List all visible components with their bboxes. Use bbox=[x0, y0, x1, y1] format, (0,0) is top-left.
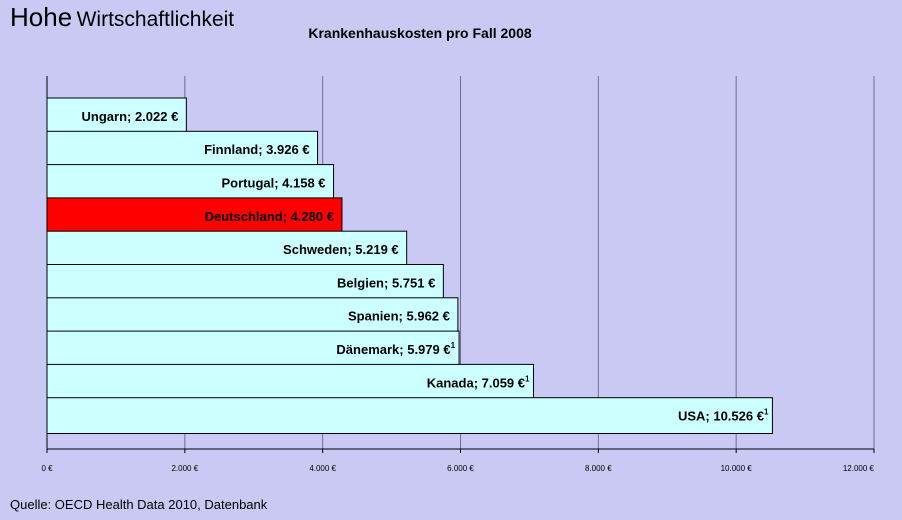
x-tick-label: 12.000 € bbox=[843, 464, 875, 473]
x-tick-label: 4.000 € bbox=[309, 464, 336, 473]
source-note: Quelle: OECD Health Data 2010, Datenbank bbox=[10, 497, 268, 512]
data-label: Portugal; 4.158 € bbox=[222, 176, 326, 191]
bar-finnland bbox=[46, 130, 319, 168]
bar-usa bbox=[46, 397, 773, 435]
data-label: USA; 10.526 €1 bbox=[678, 408, 769, 424]
bar-spanien bbox=[46, 297, 459, 335]
page-title-word-2: Wirtschaftlichkeit bbox=[76, 8, 235, 31]
data-label: Finnland; 3.926 € bbox=[204, 142, 309, 157]
x-tick-label: 6.000 € bbox=[447, 464, 474, 473]
data-label: Schweden; 5.219 € bbox=[283, 242, 399, 257]
bar-deutschland bbox=[46, 197, 343, 235]
bar-schweden bbox=[46, 230, 408, 268]
data-label: Spanien; 5.962 € bbox=[348, 309, 450, 324]
data-label: Dänemark; 5.979 €1 bbox=[336, 341, 455, 357]
page-title-word-1: Hohe bbox=[10, 2, 73, 32]
data-label: Deutschland; 4.280 € bbox=[205, 209, 334, 224]
x-tick-label: 10.000 € bbox=[721, 464, 753, 473]
data-label: Kanada; 7.059 €1 bbox=[427, 374, 530, 390]
page-title: Hohe Wirtschaftlichkeit bbox=[10, 2, 234, 33]
data-label: Belgien; 5.751 € bbox=[337, 275, 435, 290]
x-tick-label: 0 € bbox=[41, 464, 53, 473]
bar-belgien bbox=[46, 264, 444, 301]
chart-title: Krankenhauskosten pro Fall 2008 bbox=[308, 25, 532, 41]
x-tick-label: 8.000 € bbox=[585, 464, 612, 473]
data-label: Ungarn; 2.022 € bbox=[82, 109, 179, 124]
bar-ungarn bbox=[46, 97, 187, 135]
bar-portugal bbox=[46, 164, 335, 201]
bar-dänemark bbox=[46, 330, 460, 368]
x-tick-label: 2.000 € bbox=[171, 464, 198, 473]
